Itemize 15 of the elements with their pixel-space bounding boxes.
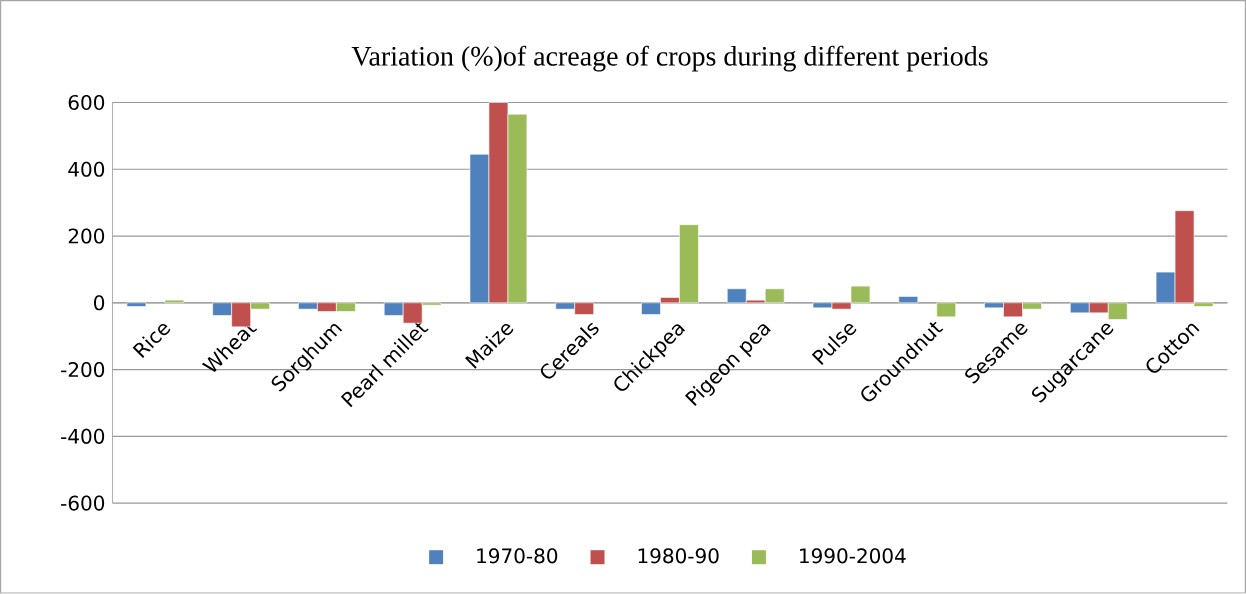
y-tick-label: 200 — [68, 228, 105, 244]
bar — [936, 302, 957, 318]
bar — [898, 296, 919, 304]
y-tick-label: 600 — [68, 95, 105, 111]
y-tick-label: -600 — [61, 495, 105, 511]
legend-label: 1970-80 — [477, 548, 558, 564]
bar — [126, 302, 147, 307]
chart-title: Variation (%)of acreage of crops during different periods — [351, 45, 988, 72]
bar — [164, 300, 185, 304]
legend-label: 1990-2004 — [800, 548, 906, 564]
y-tick-label: 400 — [68, 161, 105, 178]
legend-label: 1980-90 — [638, 548, 719, 564]
y-tick-label: -400 — [61, 428, 105, 445]
y-tick-label: 0 — [94, 295, 105, 311]
y-tick-label: -200 — [61, 362, 105, 378]
